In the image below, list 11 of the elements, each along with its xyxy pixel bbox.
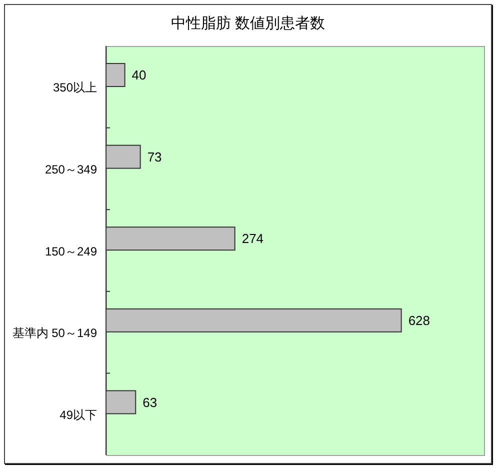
chart-title: 中性脂肪 数値別患者数 [170,14,326,33]
y-tick-label: 250～349 [44,162,98,176]
data-label: 628 [408,312,430,328]
data-label: 274 [242,231,264,246]
y-tick-label: 49以下 [60,408,97,422]
data-label: 73 [147,149,162,164]
data-label: 63 [142,394,158,410]
y-tick-label: 150～249 [44,244,98,258]
y-tick-label: 350以上 [52,80,97,95]
data-label: 40 [132,68,146,83]
y-tick-label: 基準内 50～149 [12,326,98,340]
